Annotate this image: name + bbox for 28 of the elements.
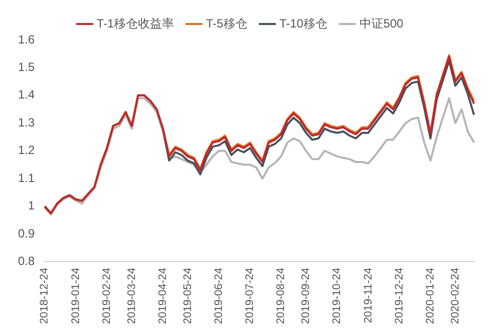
y-tick-label: 1.4 [18, 88, 35, 102]
legend-label: T-1移仓收益率 [96, 16, 174, 30]
legend-label: 中证500 [359, 16, 404, 30]
x-tick-label: 2019-02-24 [100, 268, 113, 324]
x-tick-label: 2019-01-24 [70, 268, 82, 324]
x-tick-label: 2020-02-24 [449, 268, 462, 324]
x-tick-label: 2019-06-24 [212, 268, 225, 324]
x-tick-label: 2019-05-24 [182, 268, 194, 324]
x-tick-label: 2019-08-24 [275, 268, 288, 324]
x-tick-label: 2019-07-24 [244, 268, 256, 324]
legend-label: T-10移仓 [279, 16, 328, 30]
y-tick-label: 0.9 [18, 226, 35, 240]
y-tick-label: 1.3 [18, 115, 35, 130]
y-tick-label: 1.6 [18, 32, 35, 46]
x-tick-label: 2019-03-24 [126, 268, 138, 324]
legend-label: T-5移仓 [206, 16, 248, 30]
x-tick-label: 2020-01-24 [424, 268, 436, 324]
y-tick-label: 1.2 [18, 143, 35, 158]
x-tick-label: 2019-12-24 [393, 268, 406, 324]
x-tick-label: 2019-10-24 [331, 268, 344, 324]
y-tick-label: 0.8 [18, 254, 35, 268]
x-tick-label: 2018-12-24 [38, 268, 51, 324]
y-tick-label: 1.5 [18, 60, 35, 74]
x-tick-label: 2019-11-24 [362, 268, 374, 324]
y-tick-label: 1 [28, 198, 35, 213]
y-tick-label: 1.1 [18, 170, 35, 185]
x-tick-label: 2019-09-24 [300, 268, 312, 324]
x-tick-label: 2019-04-24 [156, 268, 169, 324]
